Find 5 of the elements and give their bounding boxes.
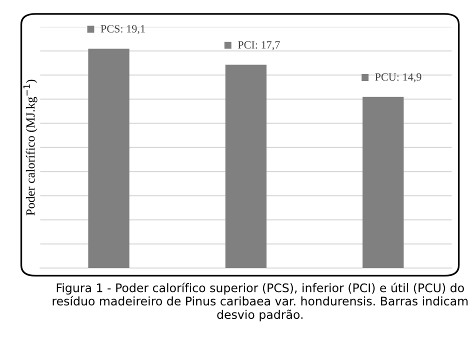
y-axis-title: Poder calorífico (MJ.kg$^{−1}$) (23, 80, 38, 216)
data-label: PCU: 14,9 (375, 73, 422, 82)
data-label: PCS: 19,1 (100, 25, 145, 34)
text: Figura 1 - Poder calorífico superior (PCS), inferior (PCI) e útil (PCU) do resíduo madeireiro de Pinus caribaea var. hondurensis. Barras indicam desvio padrão. (52, 282, 468, 322)
data-label: PCI: 17,7 (238, 41, 280, 50)
